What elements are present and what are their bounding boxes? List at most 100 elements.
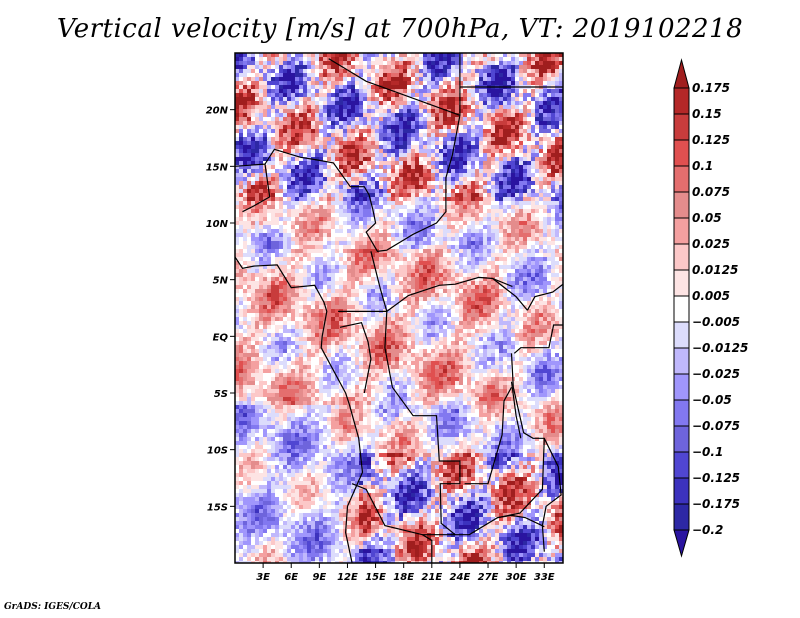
field-cell (239, 157, 243, 161)
field-cell (335, 69, 339, 73)
field-cell (543, 289, 547, 293)
field-cell (395, 217, 399, 221)
field-cell (311, 265, 315, 269)
field-cell (299, 205, 303, 209)
field-cell (359, 133, 363, 137)
field-cell (535, 217, 539, 221)
field-cell (339, 265, 343, 269)
field-cell (495, 273, 499, 277)
field-cell (327, 61, 331, 65)
field-cell (239, 225, 243, 229)
field-cell (439, 289, 443, 293)
field-cell (479, 221, 483, 225)
field-cell (479, 73, 483, 77)
field-cell (295, 197, 299, 201)
field-cell (503, 141, 507, 145)
field-cell (291, 225, 295, 229)
field-cell (299, 125, 303, 129)
field-cell (511, 73, 515, 77)
field-cell (291, 289, 295, 293)
field-cell (419, 161, 423, 165)
field-cell (259, 173, 263, 177)
field-cell (451, 237, 455, 241)
field-cell (387, 241, 391, 245)
field-cell (531, 193, 535, 197)
field-cell (479, 229, 483, 233)
field-cell (387, 193, 391, 197)
field-cell (531, 133, 535, 137)
field-cell (531, 225, 535, 229)
field-cell (331, 273, 335, 277)
field-cell (491, 93, 495, 97)
field-cell (419, 69, 423, 73)
field-cell (299, 181, 303, 185)
field-cell (263, 181, 267, 185)
field-cell (427, 285, 431, 289)
field-cell (371, 237, 375, 241)
field-cell (491, 61, 495, 65)
field-cell (235, 201, 239, 205)
field-cell (439, 189, 443, 193)
field-cell (307, 81, 311, 85)
field-cell (331, 193, 335, 197)
field-cell (399, 209, 403, 213)
field-cell (447, 217, 451, 221)
field-cell (431, 189, 435, 193)
field-cell (359, 197, 363, 201)
field-cell (443, 141, 447, 145)
field-cell (291, 265, 295, 269)
field-cell (443, 149, 447, 153)
field-cell (447, 245, 451, 249)
field-cell (547, 189, 551, 193)
field-cell (283, 85, 287, 89)
field-cell (447, 105, 451, 109)
field-cell (471, 201, 475, 205)
field-cell (383, 157, 387, 161)
field-cell (375, 213, 379, 217)
field-cell (491, 97, 495, 101)
field-cell (327, 141, 331, 145)
field-cell (339, 137, 343, 141)
field-cell (555, 241, 559, 245)
field-cell (463, 101, 467, 105)
field-cell (471, 153, 475, 157)
field-cell (375, 121, 379, 125)
field-cell (323, 145, 327, 149)
field-cell (511, 165, 515, 169)
field-cell (515, 97, 519, 101)
field-cell (399, 213, 403, 217)
field-cell (463, 93, 467, 97)
field-cell (295, 113, 299, 117)
field-cell (535, 229, 539, 233)
field-cell (259, 289, 263, 293)
field-cell (483, 93, 487, 97)
field-cell (523, 141, 527, 145)
field-cell (355, 69, 359, 73)
field-cell (435, 129, 439, 133)
field-cell (555, 185, 559, 189)
field-cell (499, 201, 503, 205)
field-cell (275, 173, 279, 177)
field-cell (379, 213, 383, 217)
field-cell (235, 193, 239, 197)
field-cell (479, 225, 483, 229)
field-cell (535, 169, 539, 173)
field-cell (367, 221, 371, 225)
field-cell (235, 197, 239, 201)
field-cell (523, 289, 527, 293)
field-cell (411, 185, 415, 189)
field-cell (427, 105, 431, 109)
field-cell (435, 65, 439, 69)
field-cell (499, 273, 503, 277)
field-cell (431, 289, 435, 293)
field-cell (351, 181, 355, 185)
field-cell (247, 85, 251, 89)
field-cell (451, 53, 455, 57)
field-cell (239, 93, 243, 97)
field-cell (235, 81, 239, 85)
field-cell (523, 81, 527, 85)
field-cell (535, 101, 539, 105)
field-cell (331, 125, 335, 129)
field-cell (455, 233, 459, 237)
field-cell (407, 189, 411, 193)
